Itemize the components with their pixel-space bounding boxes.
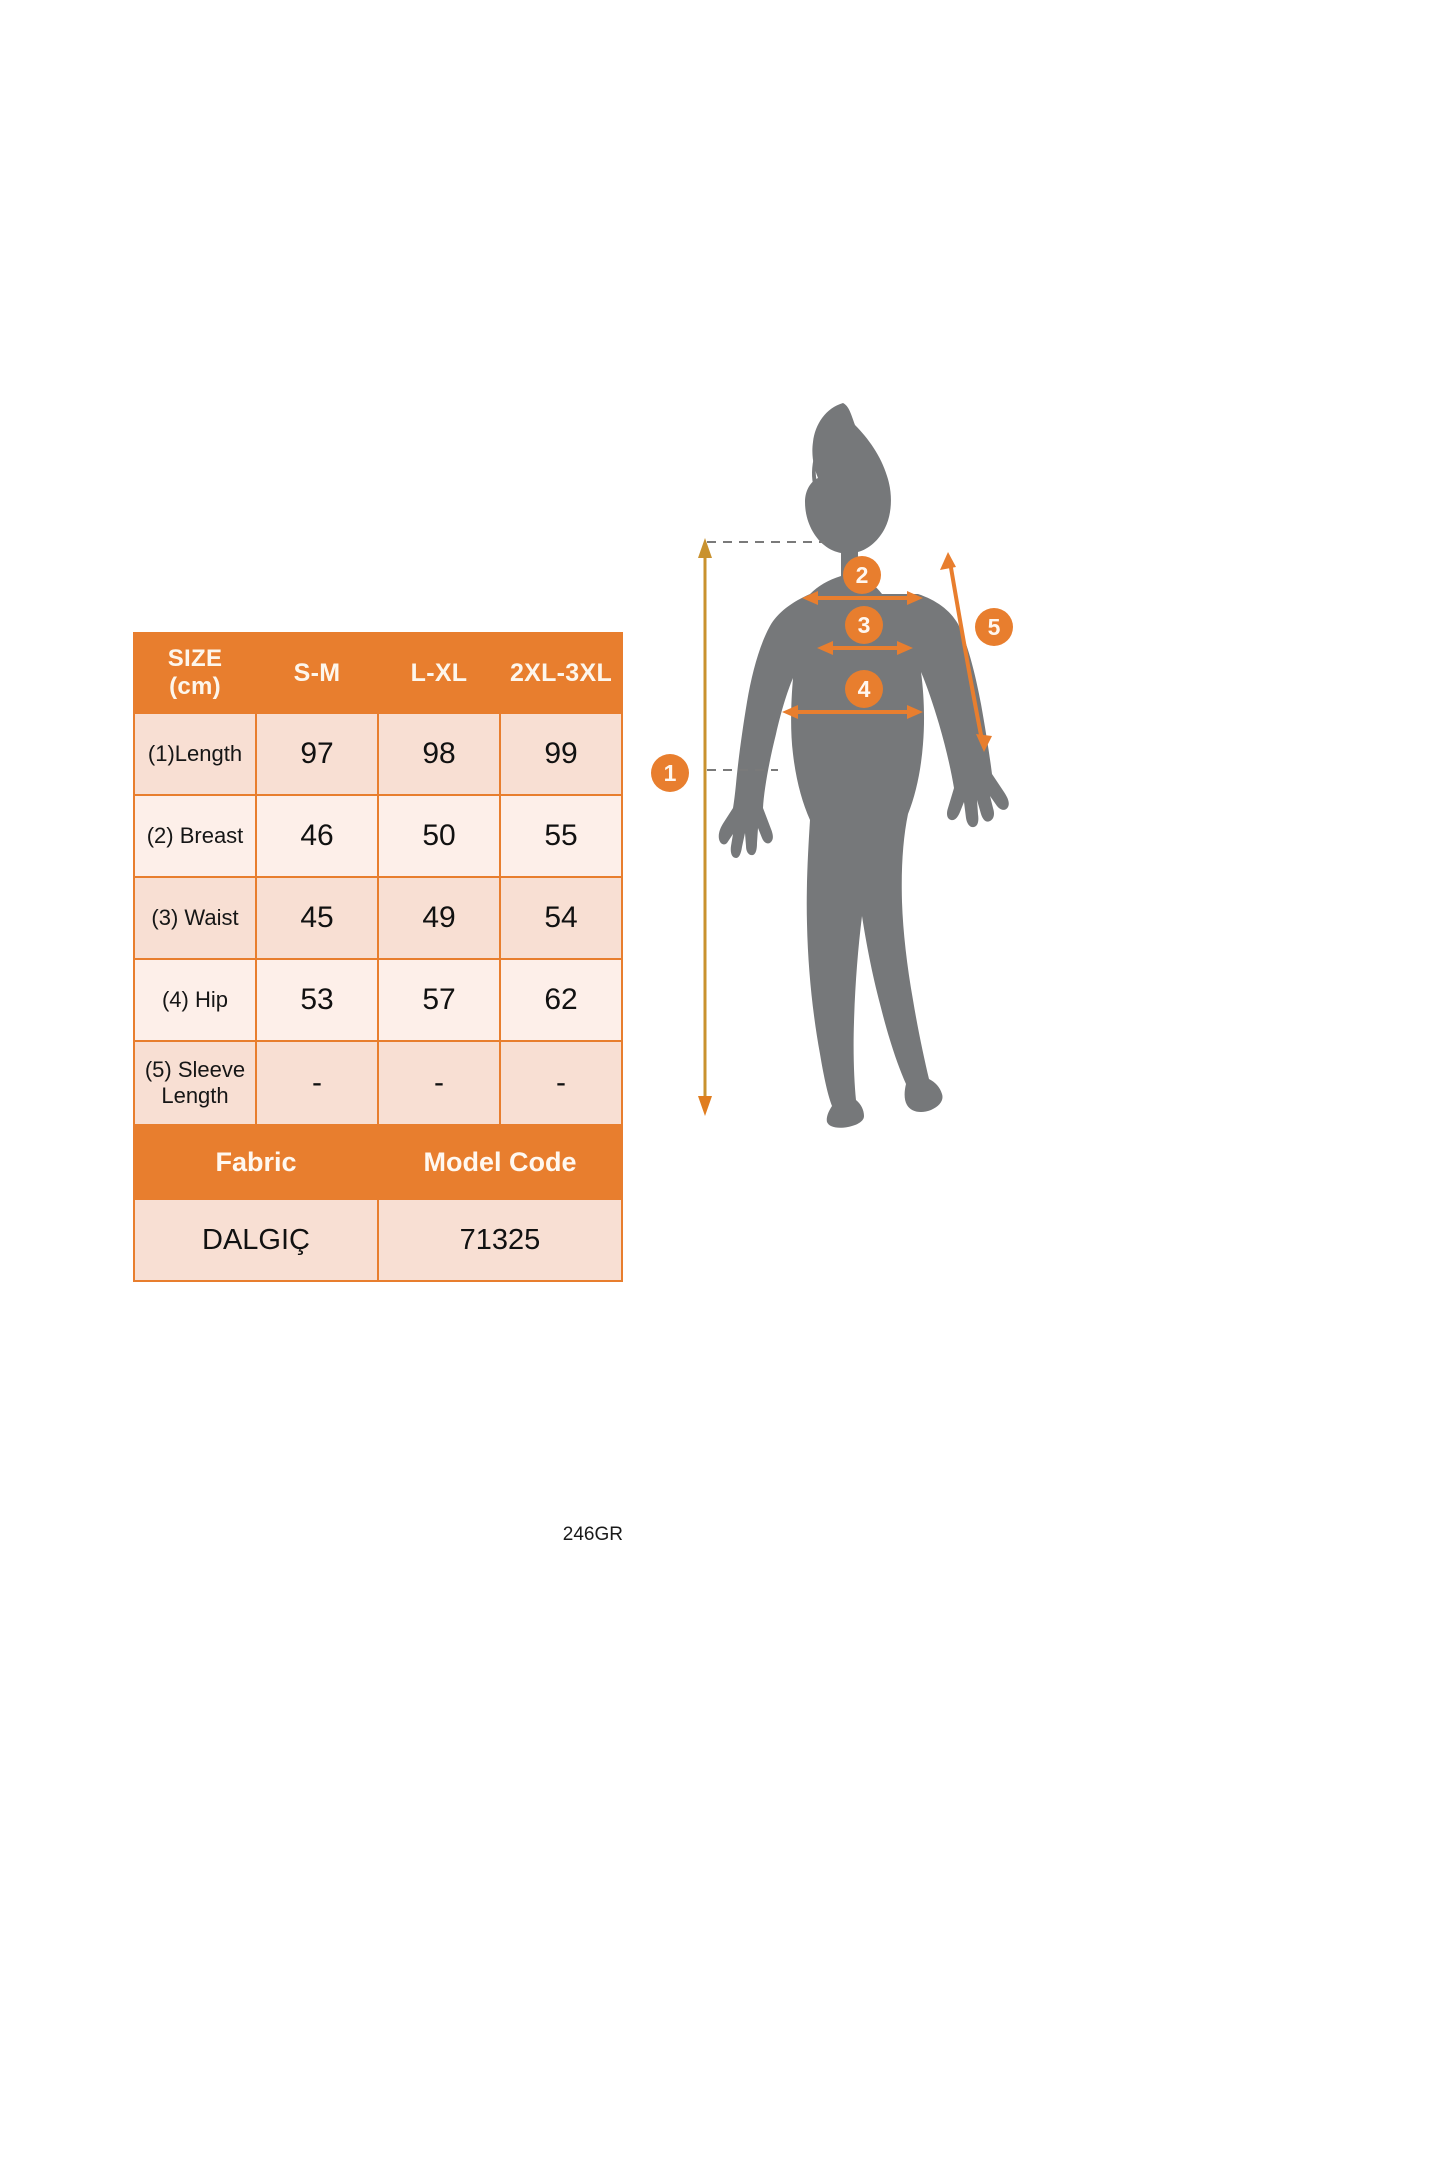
- breast-measure-arrow: [802, 591, 923, 605]
- cell-waist-lxl: 49: [377, 876, 501, 960]
- cell-breast-lxl: 50: [377, 794, 501, 878]
- marker-3-label: 3: [858, 612, 871, 638]
- header-size-line2: (cm): [169, 673, 221, 700]
- table-row: (4) Hip 53 57 62: [133, 958, 623, 1042]
- cell-waist-2xl3xl: 54: [499, 876, 623, 960]
- header-size-line1: SIZE: [167, 644, 223, 672]
- row-label-waist: (3) Waist: [133, 876, 257, 960]
- header-fabric: Fabric: [133, 1124, 379, 1200]
- cell-length-lxl: 98: [377, 712, 501, 796]
- marker-5: 5: [975, 608, 1013, 646]
- cell-waist-sm: 45: [255, 876, 379, 960]
- table-row: (1)Length 97 98 99: [133, 712, 623, 796]
- marker-5-label: 5: [988, 614, 1001, 640]
- marker-1-label: 1: [664, 760, 677, 786]
- fabric-band-row: Fabric Model Code: [133, 1124, 623, 1200]
- sleeve-measure-arrow: [940, 552, 992, 752]
- row-label-length: (1)Length: [133, 712, 257, 796]
- header-col-2xl3xl: 2XL-3XL: [499, 632, 623, 714]
- cell-breast-sm: 46: [255, 794, 379, 878]
- table-row: (5) Sleeve Length - - -: [133, 1040, 623, 1126]
- cell-hip-2xl3xl: 62: [499, 958, 623, 1042]
- row-label-hip: (4) Hip: [133, 958, 257, 1042]
- cell-breast-2xl3xl: 55: [499, 794, 623, 878]
- marker-2: 2: [843, 556, 881, 594]
- row-label-sleeve-length: (5) Sleeve Length: [133, 1040, 257, 1126]
- hip-measure-arrow: [782, 705, 923, 719]
- table-row: (2) Breast 46 50 55: [133, 794, 623, 878]
- marker-4-label: 4: [858, 676, 871, 702]
- marker-3: 3: [845, 606, 883, 644]
- fabric-value-row: DALGIÇ 71325: [133, 1198, 623, 1282]
- header-col-sm: S-M: [255, 632, 379, 714]
- cell-hip-sm: 53: [255, 958, 379, 1042]
- size-chart-table: SIZE (cm) S-M L-XL 2XL-3XL (1)Length 97 …: [133, 632, 623, 1282]
- marker-4: 4: [845, 670, 883, 708]
- cell-sleeve-2xl3xl: -: [499, 1040, 623, 1126]
- waist-measure-arrow: [817, 641, 913, 655]
- weight-caption: 246GR: [562, 1524, 623, 1545]
- length-measure-arrow: [698, 538, 712, 1116]
- cell-fabric-value: DALGIÇ: [133, 1198, 379, 1282]
- header-size-cm: SIZE (cm): [133, 632, 257, 714]
- table-row: (3) Waist 45 49 54: [133, 876, 623, 960]
- header-col-lxl: L-XL: [377, 632, 501, 714]
- marker-1: 1: [651, 754, 689, 792]
- table-header-row: SIZE (cm) S-M L-XL 2XL-3XL: [133, 632, 623, 714]
- cell-length-2xl3xl: 99: [499, 712, 623, 796]
- female-silhouette-icon: [718, 403, 1009, 1128]
- cell-sleeve-sm: -: [255, 1040, 379, 1126]
- cell-hip-lxl: 57: [377, 958, 501, 1042]
- row-label-breast: (2) Breast: [133, 794, 257, 878]
- cell-length-sm: 97: [255, 712, 379, 796]
- cell-model-code-value: 71325: [377, 1198, 623, 1282]
- marker-2-label: 2: [856, 562, 869, 588]
- measurement-figure-diagram: 1 2 3 4 5: [650, 390, 1070, 1150]
- header-model-code: Model Code: [377, 1124, 623, 1200]
- cell-sleeve-lxl: -: [377, 1040, 501, 1126]
